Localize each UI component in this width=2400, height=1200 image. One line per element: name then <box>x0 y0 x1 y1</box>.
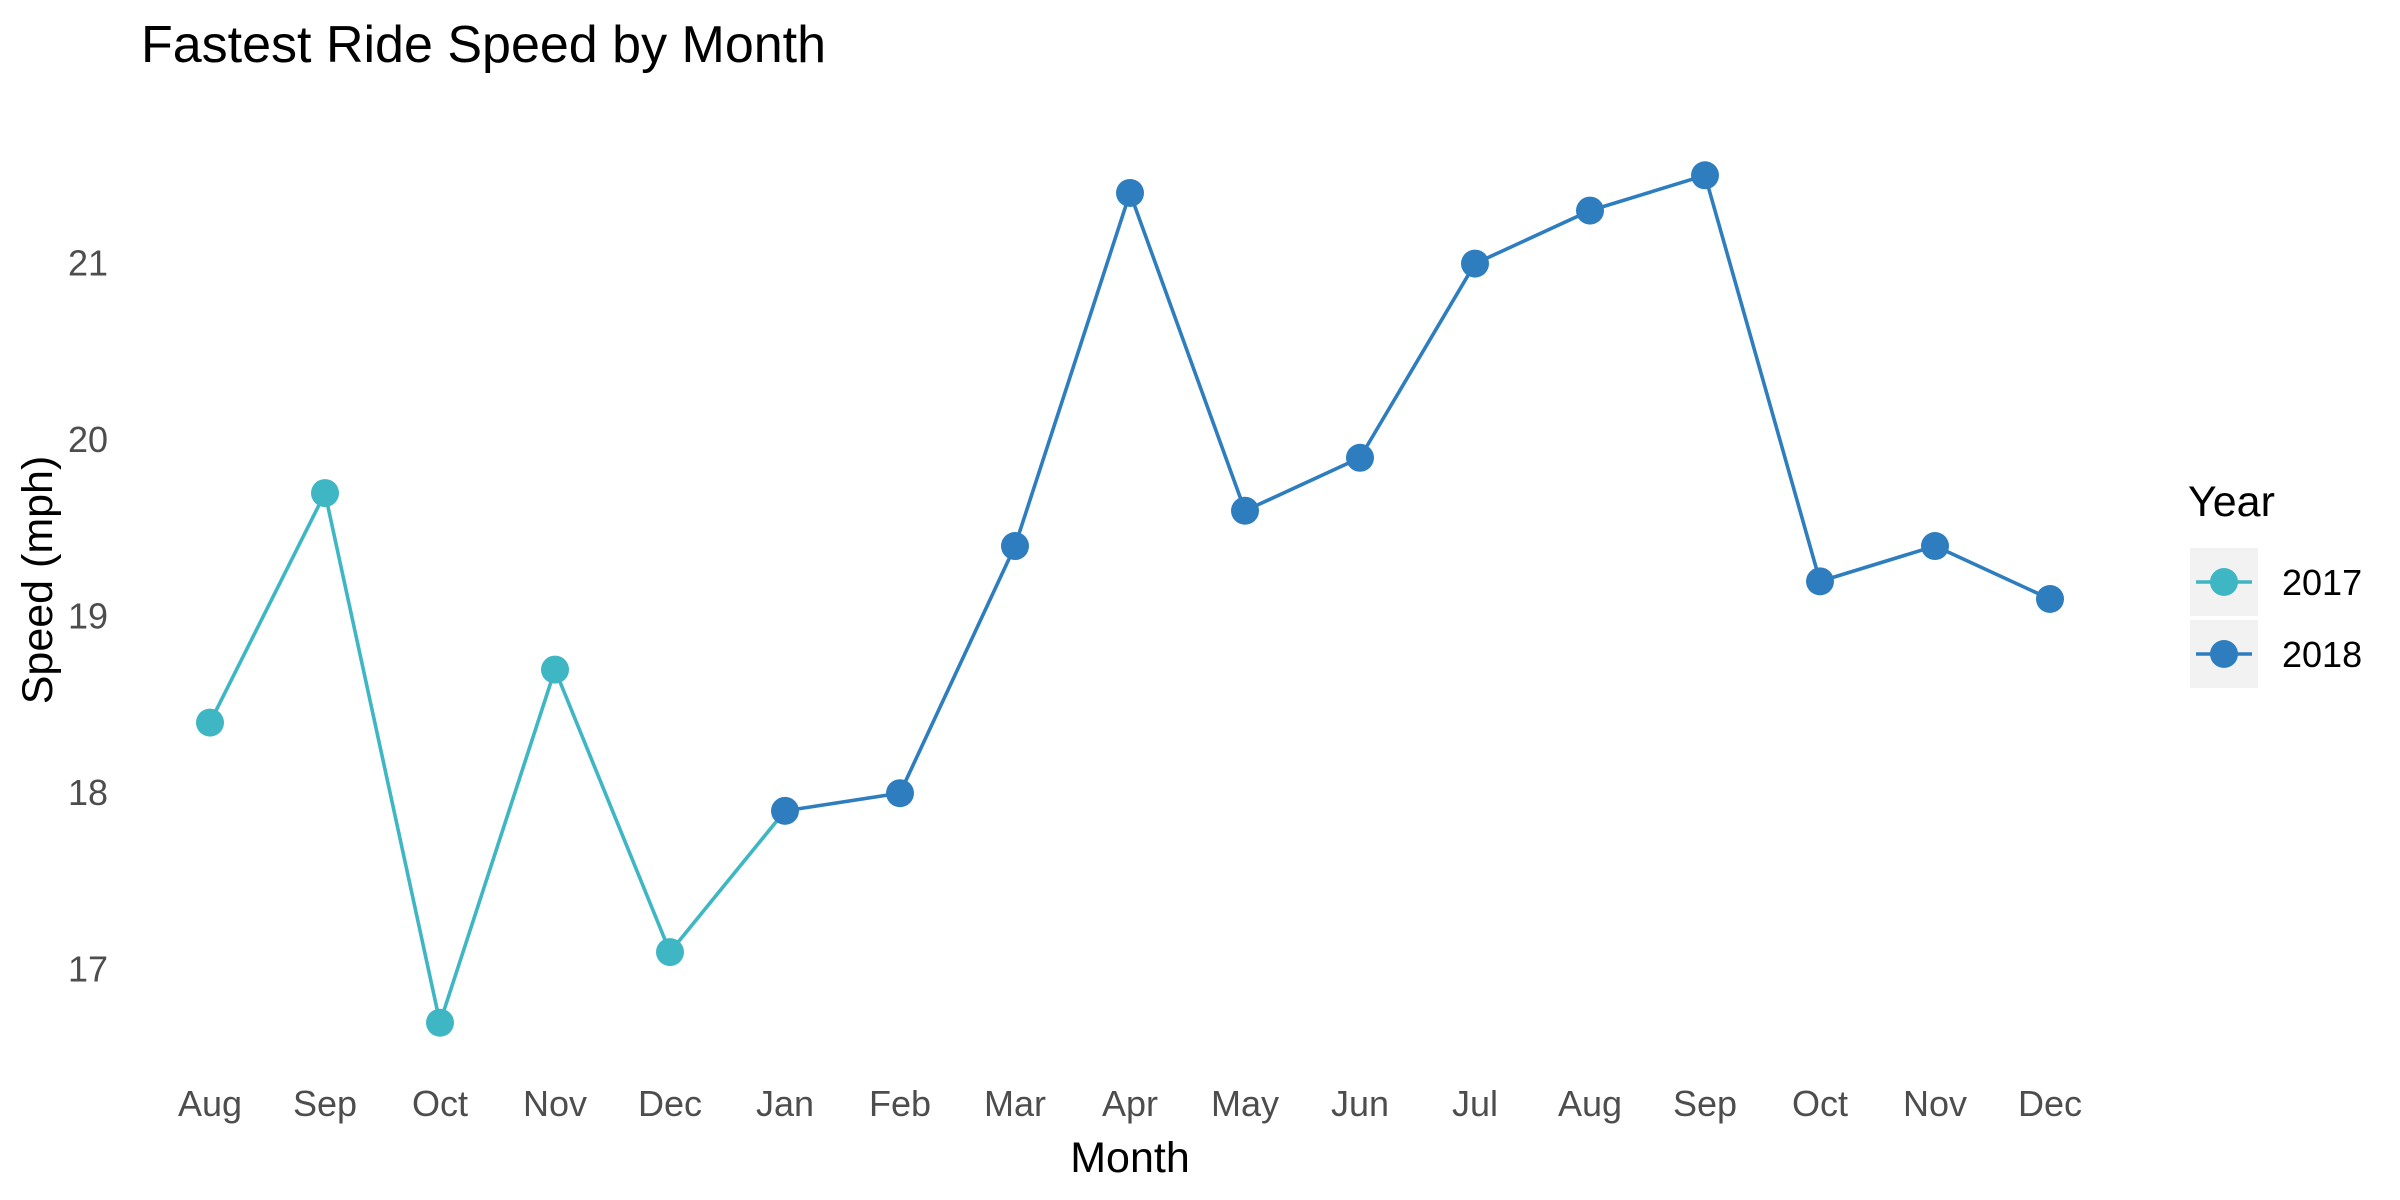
x-tick-label: Jan <box>756 1083 814 1124</box>
x-tick-label: Sep <box>1673 1083 1737 1124</box>
data-point-2018 <box>1806 567 1834 596</box>
x-tick-label: Aug <box>1558 1083 1622 1124</box>
y-tick-label: 17 <box>68 949 108 990</box>
series-line-2018 <box>784 173 2051 813</box>
x-tick-label: Feb <box>869 1083 931 1124</box>
plot-area: 17 18 19 20 21 Aug Sep Oct Nov Dec Jan Feb Mar Apr Ma… <box>68 161 2082 1124</box>
legend-title: Year <box>2188 478 2275 526</box>
x-tick-label: Oct <box>412 1083 468 1124</box>
x-axis-tick-labels: Aug Sep Oct Nov Dec Jan Feb Mar Apr May Jun Jul Aug S… <box>178 1083 2082 1124</box>
data-point-2018 <box>1921 532 1949 561</box>
y-axis-title: Speed (mph) <box>14 456 62 705</box>
x-tick-label: May <box>1211 1083 1279 1124</box>
data-point-2018 <box>1576 196 1604 225</box>
data-point-2018 <box>1691 161 1719 190</box>
legend-item: 2018 <box>2190 620 2362 688</box>
legend: Year 2017 2018 <box>2188 478 2362 688</box>
data-point-2017 <box>311 479 339 508</box>
y-tick-label: 18 <box>68 772 108 813</box>
series-points <box>196 161 2064 1037</box>
data-point-2018 <box>1001 532 1029 561</box>
data-point-2017 <box>541 655 569 684</box>
data-point-2017 <box>426 1008 454 1037</box>
data-point-2018 <box>1346 443 1374 472</box>
data-point-2018 <box>2036 585 2064 613</box>
x-tick-label: Mar <box>984 1083 1046 1124</box>
x-tick-label: Nov <box>523 1083 587 1124</box>
legend-label: 2017 <box>2282 562 2362 603</box>
legend-key-marker <box>2210 640 2238 668</box>
series-lines <box>208 173 2051 1025</box>
data-point-2018 <box>886 779 914 808</box>
x-tick-label: Sep <box>293 1083 357 1124</box>
chart-title: Fastest Ride Speed by Month <box>141 16 826 74</box>
x-tick-label: Oct <box>1792 1083 1848 1124</box>
y-tick-label: 19 <box>68 596 108 637</box>
y-tick-label: 20 <box>68 419 108 460</box>
data-point-2017 <box>656 938 684 967</box>
legend-items: 2017 2018 <box>2190 548 2362 688</box>
x-tick-label: Jun <box>1331 1083 1389 1124</box>
x-tick-label: Apr <box>1102 1083 1158 1124</box>
data-point-2018 <box>771 796 799 825</box>
series-line-2017 <box>208 491 787 1025</box>
data-point-2018 <box>1461 249 1489 278</box>
y-axis-tick-labels: 17 18 19 20 21 <box>68 243 108 990</box>
y-tick-label: 21 <box>68 243 108 284</box>
legend-item: 2017 <box>2190 548 2362 616</box>
data-point-2018 <box>1231 496 1259 525</box>
x-tick-label: Aug <box>178 1083 242 1124</box>
x-axis-title: Month <box>1070 1134 1190 1182</box>
legend-label: 2018 <box>2282 634 2362 675</box>
x-tick-label: Jul <box>1452 1083 1498 1124</box>
data-point-2018 <box>1116 178 1144 207</box>
legend-key-marker <box>2210 568 2238 596</box>
x-tick-label: Dec <box>2018 1083 2082 1124</box>
data-point-2017 <box>196 708 224 737</box>
x-tick-label: Nov <box>1903 1083 1967 1124</box>
x-tick-label: Dec <box>638 1083 702 1124</box>
